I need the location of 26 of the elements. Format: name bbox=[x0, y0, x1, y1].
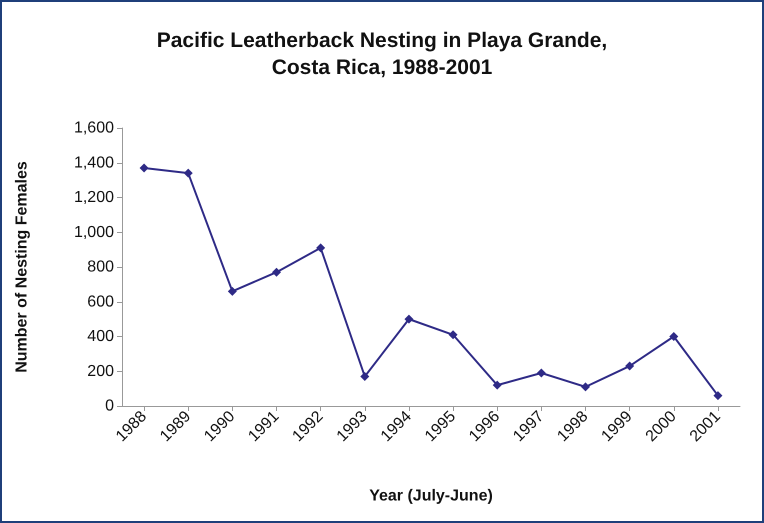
point bbox=[272, 268, 281, 277]
point bbox=[581, 382, 590, 392]
point bbox=[713, 391, 722, 400]
point bbox=[404, 314, 414, 324]
y-tick-label: 400 bbox=[87, 328, 114, 345]
point bbox=[669, 332, 678, 341]
x-axis-title: Year (July-June) bbox=[369, 488, 493, 504]
point bbox=[625, 362, 634, 371]
point bbox=[228, 286, 237, 296]
y-tick-label: 1,000 bbox=[74, 224, 114, 241]
point bbox=[316, 243, 326, 252]
y-axis-title: Number of Nesting Females bbox=[14, 161, 30, 373]
point bbox=[448, 330, 458, 340]
y-tick-label: 1,400 bbox=[74, 154, 114, 172]
y-tick-label: 1,200 bbox=[74, 189, 114, 206]
point bbox=[492, 380, 502, 390]
y-tick-label: 0 bbox=[105, 398, 114, 414]
point bbox=[360, 372, 370, 381]
chart-title: Pacific Leatherback Nesting in Playa Grande, Costa Rica, 1988-2001 bbox=[156, 29, 608, 79]
y-tick-label: 800 bbox=[87, 258, 114, 276]
y-tick-label: 600 bbox=[87, 293, 114, 310]
point bbox=[536, 368, 546, 378]
point bbox=[140, 163, 149, 172]
y-tick-label: 200 bbox=[87, 362, 114, 380]
y-tick-label: 1,600 bbox=[74, 120, 114, 136]
point bbox=[184, 168, 193, 178]
